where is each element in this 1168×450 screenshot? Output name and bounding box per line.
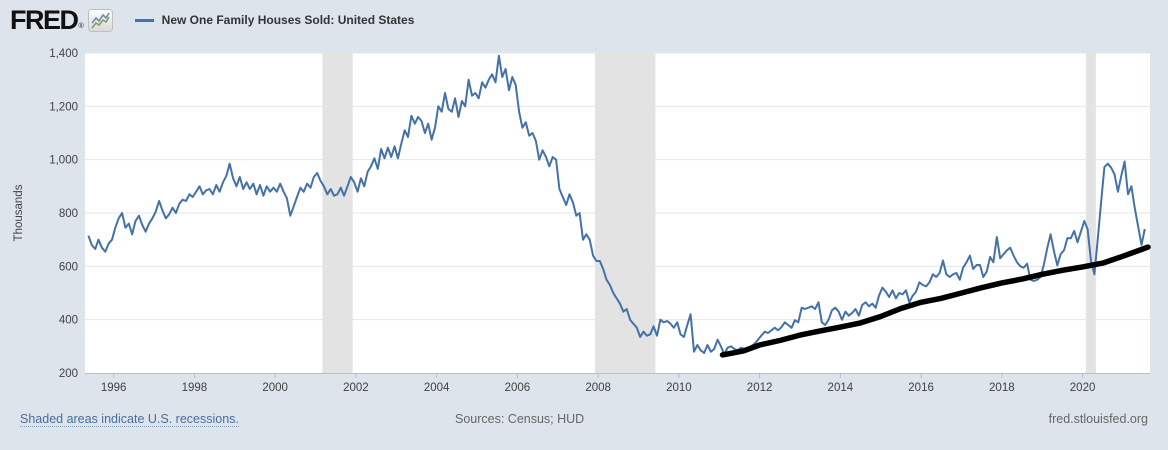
y-axis-tick-label: 800 [59, 208, 78, 220]
header: FRED ® New One Family Houses Sold: Unite… [10, 6, 414, 34]
y-axis-tick-label: 600 [59, 261, 78, 273]
x-axis-tick-label: 2018 [989, 382, 1015, 394]
x-axis-tick-label: 1998 [182, 382, 208, 394]
annotation-line [719, 244, 1151, 358]
sources-text: Sources: Census; HUD [455, 412, 585, 426]
x-axis-tick-label: 2004 [424, 382, 450, 394]
y-axis-title: Thousands [13, 184, 25, 241]
fred-site-link[interactable]: fred.stlouisfed.org [1048, 412, 1148, 426]
y-axis-tick-label: 1,000 [49, 155, 78, 167]
x-axis-tick-label: 2014 [828, 382, 854, 394]
x-axis-tick-label: 2002 [343, 382, 369, 394]
y-axis-tick-label: 1,200 [49, 101, 78, 113]
chart-legend: New One Family Houses Sold: United State… [134, 13, 415, 27]
fred-logo-text: FRED [10, 5, 79, 35]
series-line [87, 54, 1146, 356]
recessions-note-link[interactable]: Shaded areas indicate U.S. recessions. [20, 412, 239, 427]
y-axis-tick-label: 400 [59, 315, 78, 327]
registered-trademark-symbol: ® [78, 23, 84, 30]
sparkline-icon [87, 9, 113, 32]
legend-label: New One Family Houses Sold: United State… [161, 13, 415, 27]
x-axis-tick-label: 1996 [101, 382, 127, 394]
x-axis-tick-label: 2010 [666, 382, 692, 394]
x-axis-tick-label: 2016 [908, 382, 934, 394]
x-axis-tick-label: 2000 [262, 382, 288, 394]
legend-line-swatch [134, 18, 154, 22]
x-axis-tick-label: 2012 [747, 382, 773, 394]
fred-logo[interactable]: FRED ® [10, 5, 113, 35]
x-axis-tick-label: 2008 [585, 382, 611, 394]
x-axis-tick-label: 2020 [1070, 382, 1096, 394]
footer: Shaded areas indicate U.S. recessions. S… [0, 408, 1168, 432]
y-axis-tick-label: 200 [59, 368, 78, 380]
x-axis-tick-label: 2006 [505, 382, 531, 394]
y-axis-tick-label: 1,400 [49, 48, 78, 60]
